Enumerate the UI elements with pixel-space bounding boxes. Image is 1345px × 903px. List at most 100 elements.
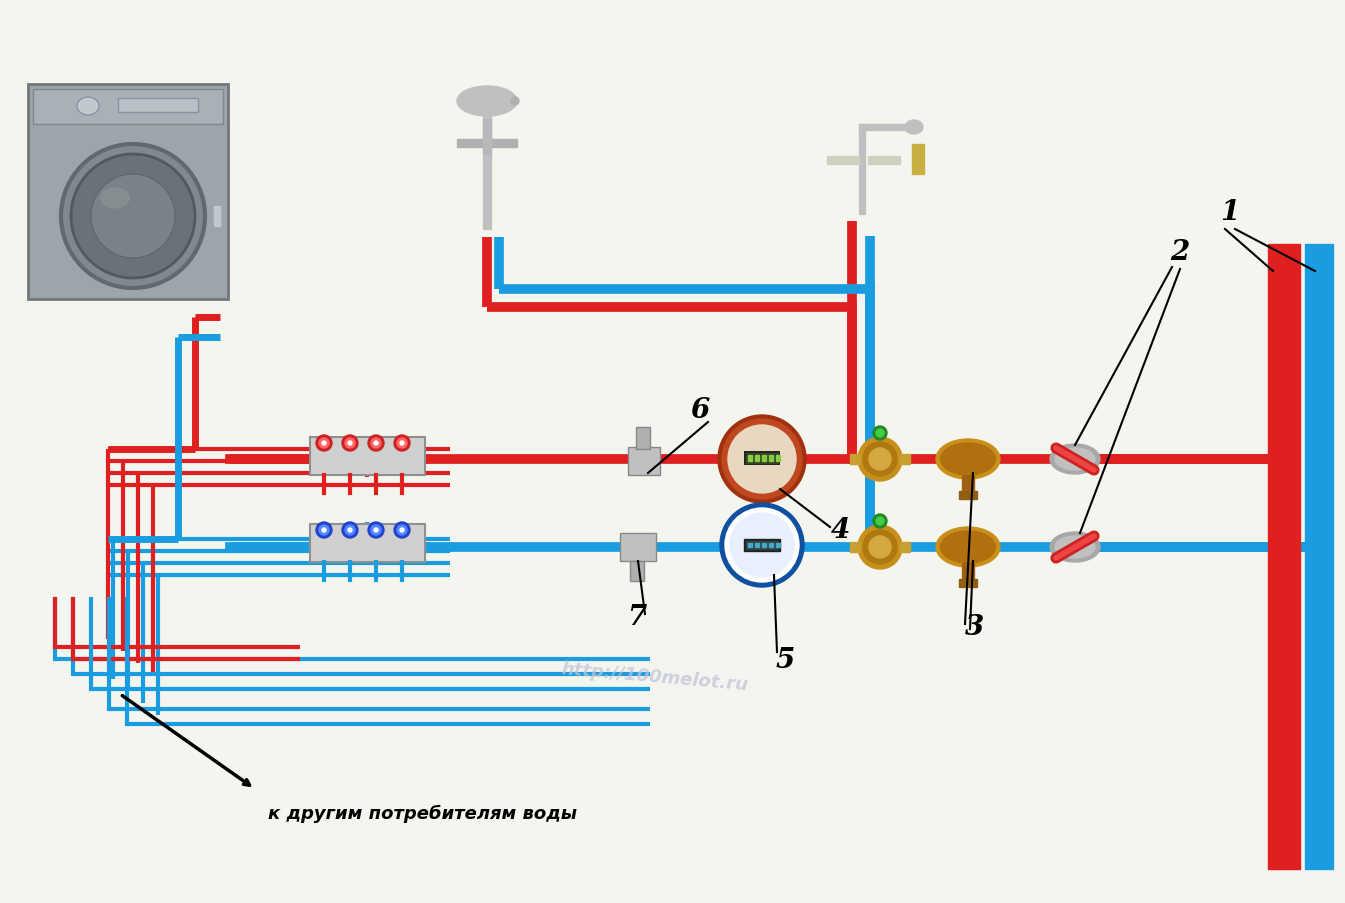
Circle shape — [374, 442, 378, 445]
Circle shape — [863, 442, 897, 477]
Circle shape — [725, 508, 799, 582]
Text: http://100melot.ru: http://100melot.ru — [560, 659, 749, 694]
Bar — [483, 120, 491, 154]
Ellipse shape — [77, 98, 100, 116]
Text: 3: 3 — [966, 613, 985, 640]
Circle shape — [348, 528, 352, 533]
Circle shape — [369, 435, 385, 452]
Bar — [868, 157, 900, 165]
Bar — [962, 563, 974, 582]
Circle shape — [858, 438, 902, 481]
Ellipse shape — [1050, 444, 1100, 474]
Circle shape — [369, 523, 385, 538]
Bar — [859, 125, 865, 215]
Bar — [744, 452, 780, 465]
Circle shape — [319, 526, 330, 535]
Circle shape — [371, 526, 381, 535]
Bar — [309, 525, 425, 563]
Text: 5: 5 — [775, 647, 795, 674]
Circle shape — [321, 442, 325, 445]
Ellipse shape — [1054, 536, 1095, 558]
Text: к другим потребителям воды: к другим потребителям воды — [268, 804, 577, 823]
Circle shape — [869, 536, 890, 558]
Text: 1: 1 — [1220, 199, 1240, 226]
Bar — [769, 455, 773, 461]
Circle shape — [720, 504, 804, 587]
Bar — [483, 100, 491, 229]
Ellipse shape — [1050, 533, 1100, 563]
Circle shape — [394, 523, 410, 538]
Bar — [28, 85, 229, 300]
Circle shape — [61, 144, 204, 289]
Circle shape — [863, 530, 897, 564]
Circle shape — [728, 425, 796, 493]
Bar — [755, 544, 759, 547]
Circle shape — [876, 517, 884, 526]
Ellipse shape — [1054, 449, 1095, 470]
Bar — [776, 455, 780, 461]
Bar — [850, 454, 859, 464]
Bar — [959, 580, 976, 587]
Text: 6: 6 — [690, 396, 710, 424]
Circle shape — [399, 528, 404, 533]
Bar — [746, 542, 777, 549]
Bar — [628, 448, 660, 476]
Bar — [776, 544, 780, 547]
Bar — [118, 99, 198, 113]
Bar — [629, 562, 644, 582]
Text: 2: 2 — [1170, 238, 1189, 265]
Ellipse shape — [905, 121, 923, 135]
Bar — [1305, 245, 1333, 869]
Bar — [850, 543, 859, 553]
Circle shape — [371, 439, 381, 449]
Circle shape — [346, 526, 355, 535]
Circle shape — [718, 415, 806, 504]
Circle shape — [869, 449, 890, 470]
Bar — [34, 90, 223, 125]
Circle shape — [873, 426, 886, 441]
Circle shape — [91, 175, 175, 259]
Circle shape — [71, 154, 195, 279]
Ellipse shape — [936, 440, 999, 479]
Circle shape — [316, 523, 332, 538]
Circle shape — [346, 439, 355, 449]
Bar — [859, 125, 915, 131]
Circle shape — [348, 442, 352, 445]
Bar — [769, 544, 773, 547]
Circle shape — [397, 526, 408, 535]
Bar — [763, 544, 767, 547]
Circle shape — [730, 514, 794, 577]
Bar — [900, 543, 911, 553]
Ellipse shape — [457, 87, 516, 116]
Circle shape — [397, 439, 408, 449]
Text: 7: 7 — [627, 603, 647, 630]
Circle shape — [722, 420, 802, 499]
Bar — [962, 476, 974, 493]
Bar — [912, 144, 924, 175]
Bar — [900, 454, 911, 464]
Bar — [827, 157, 859, 165]
Bar — [1268, 245, 1301, 869]
Bar — [214, 207, 221, 227]
Bar — [959, 491, 976, 499]
Circle shape — [873, 515, 886, 528]
Ellipse shape — [101, 189, 129, 209]
Ellipse shape — [940, 443, 995, 476]
Circle shape — [399, 442, 404, 445]
Circle shape — [342, 435, 358, 452]
Circle shape — [394, 435, 410, 452]
Bar — [755, 455, 759, 461]
Ellipse shape — [940, 531, 995, 563]
Bar — [748, 544, 752, 547]
Circle shape — [319, 439, 330, 449]
Circle shape — [321, 528, 325, 533]
Bar — [748, 455, 752, 461]
Text: 4: 4 — [830, 517, 850, 544]
Bar — [744, 539, 780, 552]
Circle shape — [876, 430, 884, 438]
Ellipse shape — [936, 527, 999, 567]
Bar — [746, 453, 777, 463]
Bar — [763, 455, 767, 461]
Circle shape — [342, 523, 358, 538]
Ellipse shape — [511, 98, 519, 106]
